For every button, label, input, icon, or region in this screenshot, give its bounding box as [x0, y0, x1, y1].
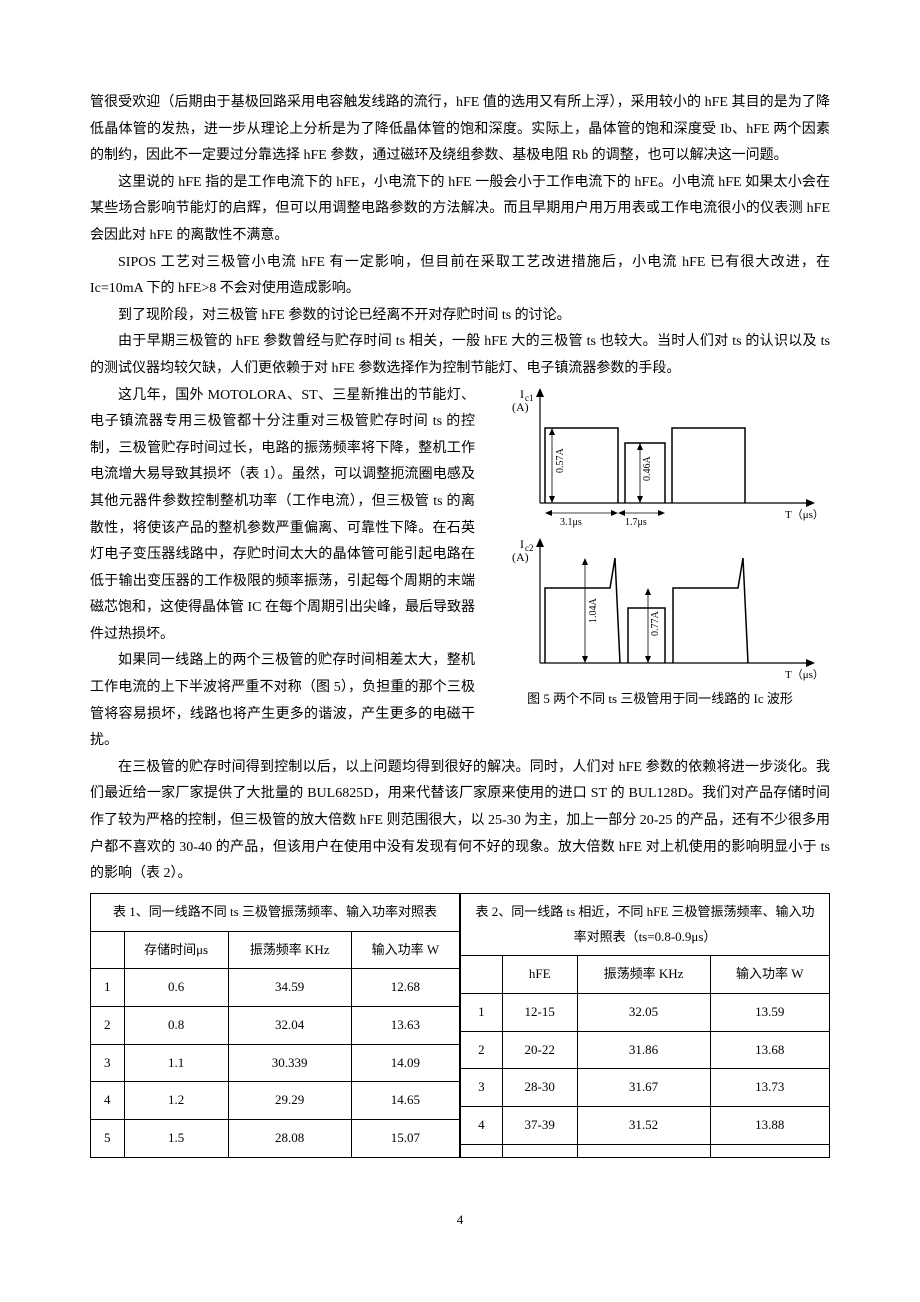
page-number: 4: [90, 1208, 830, 1233]
figure-5: I c1 (A) T（μs） 0.57A 0.46A: [490, 383, 830, 712]
label-057a: 0.57A: [555, 447, 566, 473]
table-1: 表 1、同一线路不同 ts 三极管振荡频率、输入功率对照表 存储时间μs 振荡频…: [90, 893, 460, 1158]
svg-text:(A): (A): [512, 400, 529, 414]
table-2-header-row: hFE 振荡频率 KHz 输入功率 W: [461, 956, 830, 994]
table-row: 220-2231.8613.68: [461, 1031, 830, 1069]
table-2: 表 2、同一线路 ts 相近，不同 hFE 三极管振荡频率、输入功率对照表（ts…: [460, 893, 830, 1158]
table-row: [461, 1144, 830, 1157]
paragraph-5: 由于早期三极管的 hFE 参数曾经与贮存时间 ts 相关，一般 hFE 大的三极…: [90, 329, 830, 382]
table-2-title: 表 2、同一线路 ts 相近，不同 hFE 三极管振荡频率、输入功率对照表（ts…: [461, 893, 830, 955]
figure-5-svg: I c1 (A) T（μs） 0.57A 0.46A: [490, 383, 830, 683]
svg-text:I: I: [520, 537, 524, 551]
label-17us: 1.7μs: [625, 517, 647, 528]
table-1-h2: 振荡频率 KHz: [228, 931, 351, 969]
table-1-h1: 存储时间μs: [124, 931, 228, 969]
table-1-header-row: 存储时间μs 振荡频率 KHz 输入功率 W: [91, 931, 460, 969]
table-2-h1: hFE: [502, 956, 577, 994]
table-row: 31.130.33914.09: [91, 1044, 460, 1082]
table-1-h0: [91, 931, 125, 969]
axis-label-t1: T（μs）: [785, 508, 824, 521]
table-1-h3: 输入功率 W: [351, 931, 459, 969]
paragraph-8: 在三极管的贮存时间得到控制以后，以上问题均得到很好的解决。同时，人们对 hFE …: [90, 755, 830, 888]
table-row: 328-3031.6713.73: [461, 1069, 830, 1107]
table-row: 41.229.2914.65: [91, 1082, 460, 1120]
table-row: 20.832.0413.63: [91, 1006, 460, 1044]
axis-label-ic1: I: [520, 387, 524, 401]
label-077a: 0.77A: [650, 610, 661, 636]
table-row: 437-3931.5213.88: [461, 1106, 830, 1144]
table-2-h3: 输入功率 W: [710, 956, 829, 994]
tables-wrapper: 表 1、同一线路不同 ts 三极管振荡频率、输入功率对照表 存储时间μs 振荡频…: [90, 893, 830, 1158]
table-1-title: 表 1、同一线路不同 ts 三极管振荡频率、输入功率对照表: [91, 893, 460, 931]
label-104a: 1.04A: [588, 597, 599, 623]
label-31us: 3.1μs: [560, 517, 582, 528]
axis-label-t2: T（μs）: [785, 668, 824, 681]
table-row: 10.634.5912.68: [91, 969, 460, 1007]
figure-5-caption: 图 5 两个不同 ts 三极管用于同一线路的 Ic 波形: [490, 687, 830, 712]
table-2-h2: 振荡频率 KHz: [577, 956, 710, 994]
table-row: 112-1532.0513.59: [461, 993, 830, 1031]
paragraph-4: 到了现阶段，对三极管 hFE 参数的讨论已经离不开对存贮时间 ts 的讨论。: [90, 303, 830, 330]
paragraph-2: 这里说的 hFE 指的是工作电流下的 hFE，小电流下的 hFE 一般会小于工作…: [90, 170, 830, 250]
table-row: 51.528.0815.07: [91, 1119, 460, 1157]
label-046a: 0.46A: [642, 455, 653, 481]
paragraph-3: SIPOS 工艺对三极管小电流 hFE 有一定影响，但目前在采取工艺改进措施后，…: [90, 250, 830, 303]
paragraph-1: 管很受欢迎（后期由于基极回路采用电容触发线路的流行，hFE 值的选用又有所上浮）…: [90, 90, 830, 170]
svg-text:(A): (A): [512, 550, 529, 564]
table-2-h0: [461, 956, 503, 994]
